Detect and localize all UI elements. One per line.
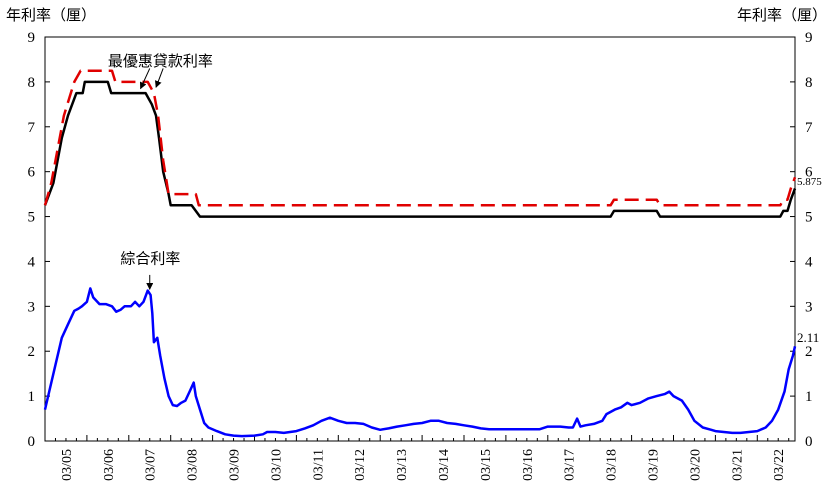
- left-y-tick-label: 0: [28, 434, 36, 450]
- x-tick-label: 03/08: [186, 449, 201, 481]
- x-tick-label: 03/10: [269, 449, 284, 481]
- left-y-tick-label: 9: [28, 30, 36, 46]
- left-y-tick-label: 3: [28, 299, 36, 315]
- x-tick-label: 03/16: [521, 449, 536, 481]
- left-y-tick-label: 1: [28, 389, 36, 405]
- x-tick-label: 03/17: [563, 449, 578, 481]
- right-y-tick-label: 5: [805, 210, 813, 226]
- series-line-prime-high: [43, 69, 797, 207]
- right-axis-title: 年利率（厘）: [736, 6, 827, 24]
- left-y-tick-label: 7: [28, 120, 36, 136]
- right-y-tick-label: 0: [805, 434, 813, 450]
- x-tick-label: 03/18: [605, 449, 620, 481]
- left-y-tick-label: 4: [28, 254, 36, 270]
- x-tick-label: 03/14: [437, 449, 452, 481]
- right-y-tick-label: 9: [805, 30, 813, 46]
- right-y-tick-label: 4: [805, 254, 813, 270]
- series-line-prime-low: [43, 80, 797, 218]
- right-y-tick-label: 2: [805, 344, 813, 360]
- right-y-tick-label: 3: [805, 299, 813, 315]
- x-tick-label: 03/15: [479, 449, 494, 481]
- left-y-tick-label: 6: [28, 165, 36, 181]
- left-y-tick-label: 8: [28, 75, 36, 91]
- prime-rate-label: 最優惠貸款利率: [108, 52, 213, 70]
- x-tick-label: 03/12: [353, 449, 368, 481]
- x-tick-label: 03/21: [730, 449, 745, 481]
- x-tick-label: 03/11: [311, 449, 326, 480]
- prime-rate-arrow-2: [154, 68, 164, 88]
- left-y-tick-label: 5: [28, 210, 36, 226]
- plot-border: [44, 36, 796, 442]
- right-y-tick-label: 1: [805, 389, 813, 405]
- series-line-composite: [43, 287, 797, 438]
- right-y-tick-label: 7: [805, 120, 813, 136]
- x-tick-label: 03/09: [228, 449, 243, 481]
- x-tick-label: 03/06: [102, 449, 117, 481]
- x-tick-label: 03/20: [688, 449, 703, 481]
- x-tick-label: 03/19: [647, 449, 662, 481]
- left-y-tick-label: 2: [28, 344, 36, 360]
- right-y-tick-label: 8: [805, 75, 813, 91]
- plot-frame: [44, 36, 796, 442]
- left-axis-title: 年利率（厘）: [6, 6, 97, 24]
- x-tick-label: 03/13: [395, 449, 410, 481]
- right-y-axis: 0 1 2 3 4 5 6 7 8 9: [790, 30, 813, 450]
- series-layer: [43, 69, 797, 438]
- prime-rate-arrow-1: [139, 68, 151, 90]
- left-y-axis: 0 1 2 3 4 5 6 7 8 9: [28, 30, 50, 450]
- x-tick-label: 03/07: [144, 449, 159, 481]
- composite-rate-end-value: 2.11: [797, 330, 819, 345]
- composite-rate-label: 綜合利率: [120, 250, 180, 268]
- x-tick-label: 03/22: [772, 449, 787, 481]
- prime-rate-end-value: 5.875: [797, 176, 822, 188]
- right-y-tick-label: 6: [805, 165, 813, 181]
- x-tick-label: 03/05: [60, 449, 75, 481]
- x-axis: 03/05 03/06 03/07 03/08 03/09 03/10 03/11 03/12…: [44, 435, 790, 481]
